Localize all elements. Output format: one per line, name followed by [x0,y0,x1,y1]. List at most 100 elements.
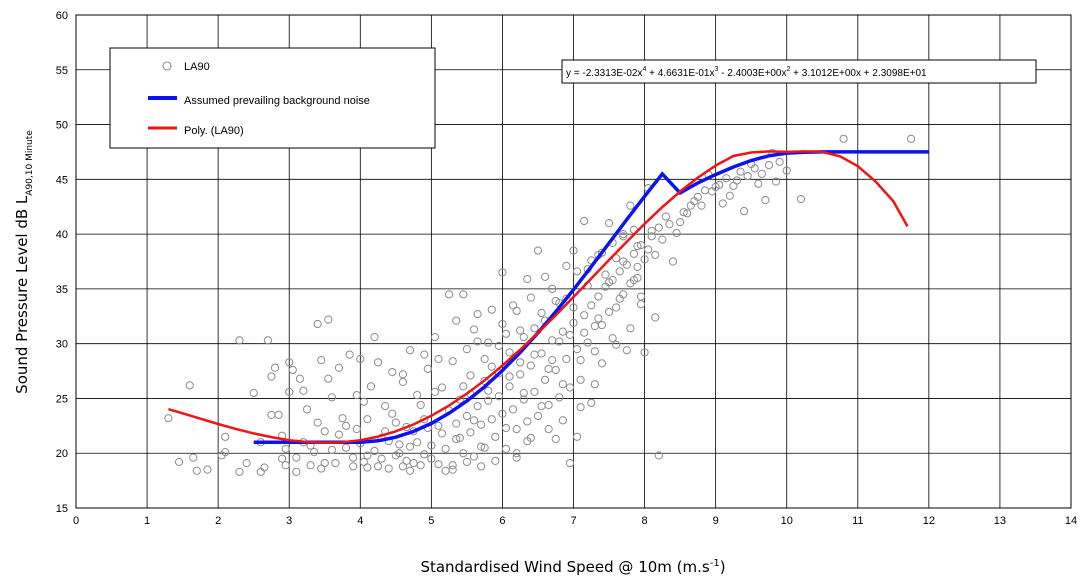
data-point [267,410,276,419]
data-point [466,371,475,380]
y-tick-label: 55 [56,65,68,77]
data-point [192,466,201,475]
data-point [565,458,575,468]
data-point [633,262,642,272]
data-point [551,365,560,375]
data-point [317,356,326,365]
data-point [580,216,589,226]
data-point [295,374,304,383]
data-point [352,391,361,400]
data-point [469,325,479,334]
data-point [508,405,518,414]
data-point [572,267,582,276]
equation-part: y = -2.3313E-02x [566,68,642,79]
data-point [594,292,603,301]
data-point [494,341,503,350]
data-point [725,191,734,200]
data-point [235,467,244,476]
data-point [633,273,642,283]
data-point [263,336,272,345]
y-tick-label: 35 [56,284,68,296]
data-point [491,456,500,465]
data-point [626,324,635,333]
data-point [636,240,646,250]
data-point [771,177,781,186]
data-point [775,157,784,166]
legend-label-la90: LA90 [184,61,210,73]
data-point [363,463,372,472]
x-tick-label: 4 [357,515,363,527]
data-point [267,372,276,381]
data-point [413,438,422,447]
equation-part: + 4.6631E-01x [646,68,714,79]
data-point [562,261,571,270]
data-point [498,268,507,277]
data-point [523,437,532,446]
data-point [221,432,230,441]
data-point [270,363,280,372]
data-point [512,306,521,315]
legend-label-background-noise: Assumed prevailing background noise [184,95,370,107]
y-tick-label: 30 [56,339,68,351]
data-point [569,318,578,327]
data-point [366,382,376,391]
data-point [764,160,774,170]
data-point [619,290,628,299]
data-point [526,293,535,302]
data-point [437,429,447,438]
data-point [619,232,628,241]
data-point [761,196,770,205]
data-point [349,462,358,471]
y-tick-label: 25 [56,393,68,405]
data-point [608,334,617,343]
data-point [189,453,198,462]
data-point [164,414,173,423]
data-point [327,393,336,402]
data-point [434,460,443,469]
data-point [313,319,322,329]
data-point [548,356,557,365]
data-point [576,403,585,412]
data-point [459,382,468,391]
data-point [299,386,308,395]
data-point [473,337,482,346]
x-tick-label: 10 [781,515,793,527]
data-point [562,354,571,364]
data-point [373,462,383,471]
data-point [324,315,333,324]
data-point [540,272,550,281]
y-tick-label: 15 [56,503,68,515]
data-point [473,402,482,411]
data-point [519,332,528,342]
data-point [398,370,408,379]
data-point [558,380,567,389]
y-tick-labels: 15 20 25 30 35 40 45 50 55 60 [56,10,68,515]
data-point [526,361,535,370]
x-tick-label: 5 [428,515,434,527]
x-tick-labels: 0 1 2 3 4 5 6 7 8 9 10 11 12 13 14 [73,515,1077,527]
data-point [668,257,678,266]
data-point [576,356,585,365]
data-point [473,309,482,319]
data-point [537,349,546,358]
data-point [363,415,372,424]
data-point [420,350,429,359]
equation-superscript: 2 [786,66,790,73]
data-point [661,212,670,221]
data-point [672,228,681,238]
equation-text: y = -2.3313E-02x4 + 4.6631E-01x3 - 2.400… [566,66,927,79]
data-point [441,444,450,453]
data-point [750,164,759,173]
y-tick-label: 40 [56,229,68,241]
data-point [612,303,621,312]
data-point [516,358,525,367]
data-point [427,454,436,463]
data-point [636,292,646,301]
data-point [466,428,475,437]
data-point [640,348,649,357]
legend-label-poly: Poly. (LA90) [184,125,244,137]
data-point [242,458,251,468]
data-point [516,370,525,379]
data-point [462,457,471,467]
data-point [640,255,649,264]
